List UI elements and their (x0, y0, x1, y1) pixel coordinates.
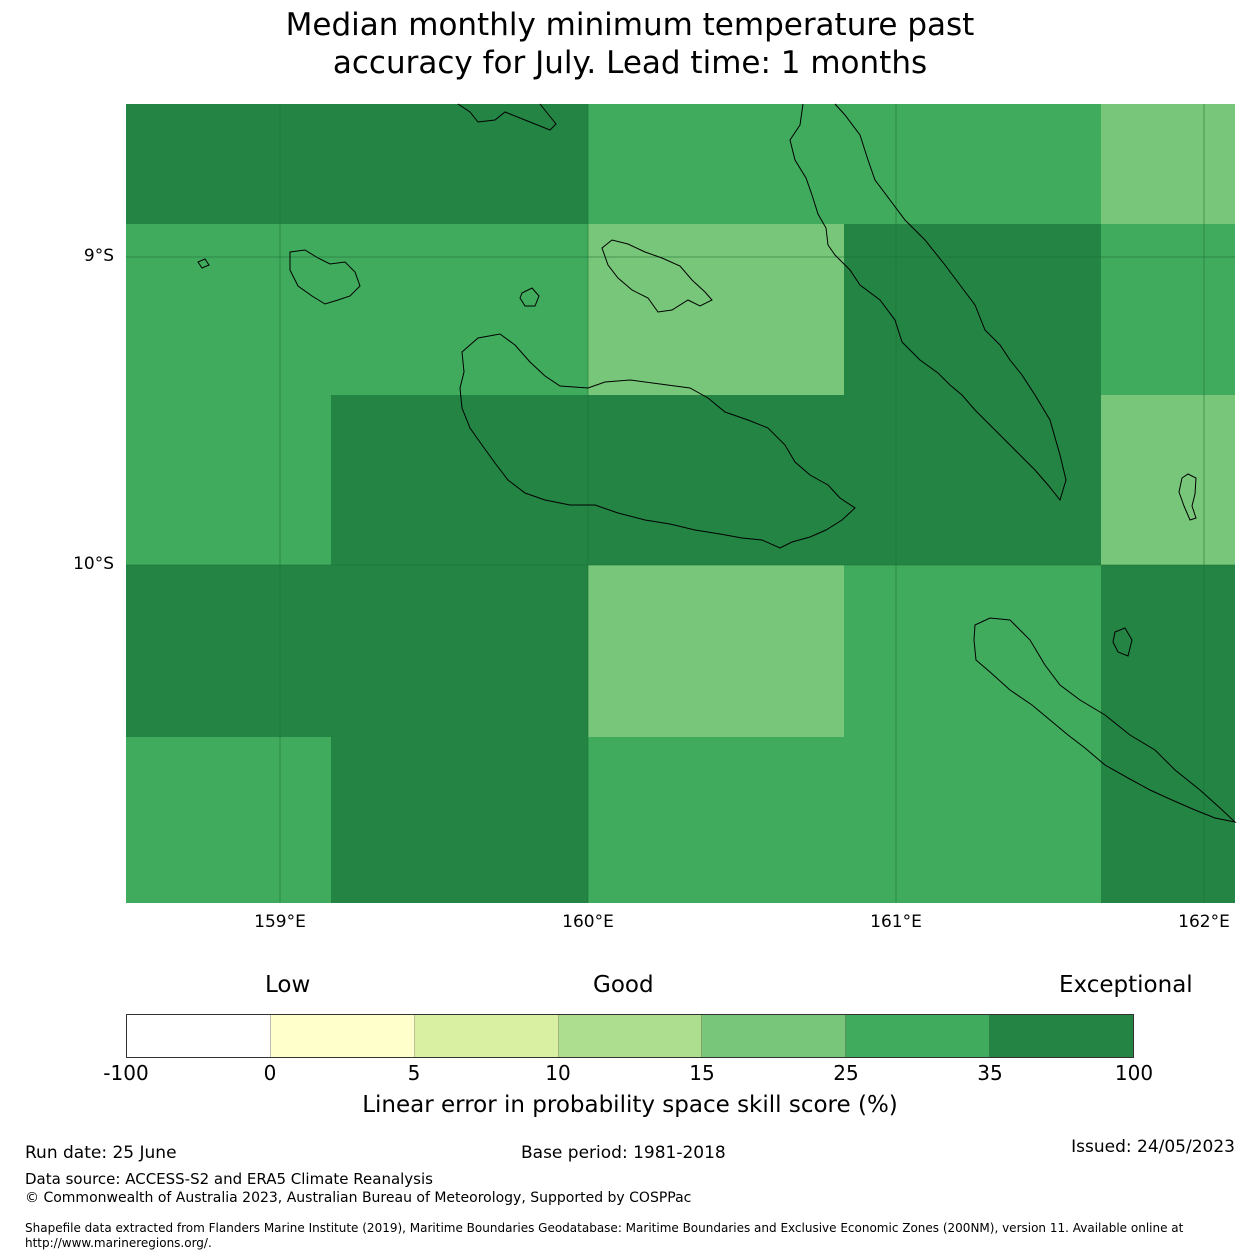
grid-cell (588, 104, 844, 224)
colorbar-segment (127, 1015, 271, 1057)
grid-cell (1101, 104, 1235, 224)
colorbar-tick: 0 (263, 1061, 277, 1085)
colorbar-heading-low: Low (265, 972, 311, 998)
base-period: Base period: 1981-2018 (521, 1143, 726, 1163)
lon-label-159e: 159°E (254, 912, 306, 932)
grid-cell (331, 224, 588, 395)
lat-label-10s: 10°S (73, 554, 114, 574)
lat-label-9s: 9°S (83, 246, 114, 266)
coastlines (197, 103, 1237, 823)
colorbar-label: Linear error in probability space skill … (362, 1092, 898, 1118)
grid-cell (1101, 565, 1235, 737)
grid-cell (588, 565, 844, 737)
colorbar-tick: 15 (689, 1061, 715, 1085)
colorbar (126, 1014, 1134, 1058)
coast-island-north (457, 103, 557, 131)
issued-date: Issued: 24/05/2023 (1071, 1137, 1235, 1157)
grid-cell (126, 104, 331, 224)
coast-ulawa (1112, 627, 1133, 657)
grid-cell (331, 395, 588, 565)
run-date: Run date: 25 June (25, 1143, 177, 1163)
shapefile-credit: Shapefile data extracted from Flanders M… (25, 1221, 1184, 1250)
lon-label-160e: 160°E (562, 912, 614, 932)
coast-islet-mid (519, 287, 540, 307)
data-source: Data source: ACCESS-S2 and ERA5 Climate … (25, 1170, 433, 1188)
colorbar-heading-good: Good (593, 972, 654, 998)
copyright: © Commonwealth of Australia 2023, Austra… (25, 1190, 692, 1206)
colorbar-tick: -100 (103, 1061, 149, 1085)
grid-cell (126, 395, 331, 565)
colorbar-segment (270, 1015, 415, 1057)
grid-cell (126, 737, 331, 903)
colorbar-tick: 35 (977, 1061, 1003, 1085)
grid-cell (331, 565, 588, 737)
coast-islet-west (197, 258, 210, 269)
graticule (126, 104, 1235, 903)
colorbar-segment (990, 1015, 1134, 1057)
grid-cell (331, 104, 588, 224)
grid-cell (331, 737, 588, 903)
colorbar-tick: 5 (407, 1061, 421, 1085)
colorbar-segment (558, 1015, 703, 1057)
lon-label-162e: 162°E (1178, 912, 1230, 932)
grid-cell (844, 224, 1101, 395)
grid-cell (844, 737, 1101, 903)
grid-cell (1101, 737, 1235, 903)
colorbar-segment (846, 1015, 991, 1057)
coast-makira (973, 617, 1237, 823)
title-line-2: accuracy for July. Lead time: 1 months (332, 45, 928, 81)
grid-cell (126, 565, 331, 737)
title-line-1: Median monthly minimum temperature past (285, 7, 975, 43)
colorbar-tick: 10 (545, 1061, 571, 1085)
grid-cell (844, 104, 1101, 224)
coast-malaita-small (1178, 473, 1197, 521)
colorbar-heading-exceptional: Exceptional (1059, 972, 1193, 998)
grid-cell (126, 224, 331, 395)
map-title: Median monthly minimum temperature past … (0, 6, 1260, 82)
coast-santa-isabel (789, 103, 1067, 502)
colorbar-tick: 100 (1114, 1061, 1154, 1085)
grid-cell (588, 395, 844, 565)
grid-cell (588, 224, 844, 395)
colorbar-segment (414, 1015, 559, 1057)
coast-guadalcanal (459, 333, 856, 549)
coast-florida-islands (601, 239, 713, 313)
lon-label-161e: 161°E (870, 912, 922, 932)
grid-cell (588, 737, 844, 903)
grid-cell (844, 565, 1101, 737)
grid-cell (844, 395, 1101, 565)
colorbar-tick: 25 (833, 1061, 859, 1085)
skill-grid (126, 104, 1235, 903)
colorbar-segment (702, 1015, 847, 1057)
grid-cell (1101, 224, 1235, 395)
coast-russell-islands (289, 249, 361, 305)
grid-cell (1101, 395, 1235, 565)
